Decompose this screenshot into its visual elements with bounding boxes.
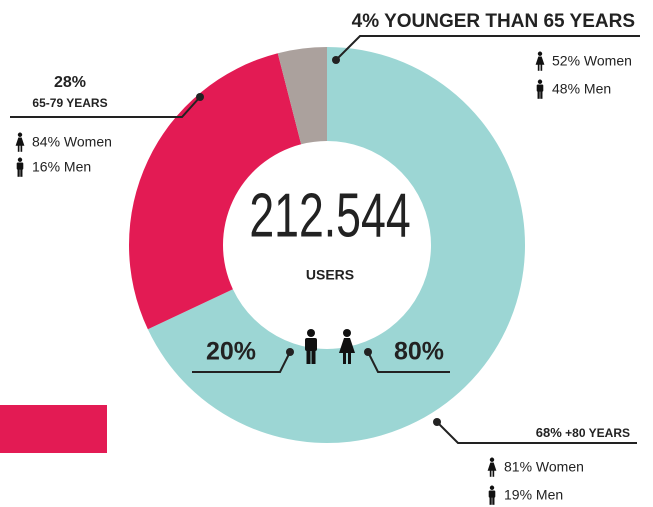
leader [10,96,201,118]
leader [367,351,450,373]
segment-value: 68% [536,425,562,440]
decor-bar [0,405,107,453]
leader-dot [286,348,294,356]
woman-icon [535,51,545,71]
total: 212.544 [249,181,410,250]
breakdown: 19% Men [504,487,563,503]
women-share: 80% [394,338,444,366]
man-icon [488,485,496,505]
leader [436,421,637,444]
leader-dot [332,56,340,64]
segment-label: 4% YOUNGER THAN 65 YEARS [352,11,635,32]
woman-icon [487,457,497,477]
leader [192,351,291,373]
breakdown: 84% Women [32,134,112,150]
men-share: 20% [206,338,256,366]
leader-dot [433,418,441,426]
total-label: USERS [306,267,354,283]
woman-icon [15,132,25,152]
man-icon [16,157,24,177]
segment-name: YOUNGER THAN 65 YEARS [384,11,635,32]
donut-segment [128,53,302,330]
man-icon [536,79,544,99]
breakdown: 52% Women [552,53,632,69]
segment-label: 68% +80 YEARS [536,425,630,440]
segment-value: 4% [352,11,380,32]
leader-dot [364,348,372,356]
breakdown: 48% Men [552,81,611,97]
leader [335,35,640,61]
segment-value: 28% [54,74,86,91]
donut-segment [147,47,525,443]
donut [128,47,525,443]
leader-dot [196,93,204,101]
breakdown: 81% Women [504,459,584,475]
donut-segment [277,47,327,145]
segment-name: +80 YEARS [565,426,630,440]
breakdown: 16% Men [32,159,91,175]
segment-name: 65-79 YEARS [32,96,107,110]
